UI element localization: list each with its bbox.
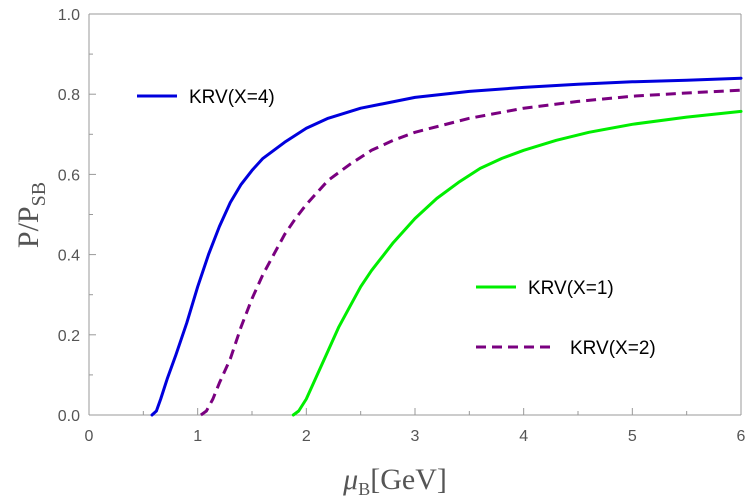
x-axis-unit: [GeV] bbox=[370, 463, 447, 496]
x-tick-label: 5 bbox=[628, 428, 637, 445]
tick-marks bbox=[88, 13, 742, 416]
curve-krv-x1 bbox=[291, 109, 743, 417]
x-tick-label: 6 bbox=[737, 428, 746, 445]
x-axis-symbol: μ bbox=[342, 463, 358, 496]
legend-x4: KRV(X=4) bbox=[137, 87, 275, 108]
y-tick-label: 1.0 bbox=[58, 7, 80, 24]
legend-x1: KRV(X=1) bbox=[476, 278, 614, 299]
legend-x2-label: KRV(X=2) bbox=[570, 338, 656, 359]
y-tick-label: 0.2 bbox=[58, 328, 80, 345]
series-layer bbox=[150, 76, 743, 417]
x-axis-title: μB[GeV] bbox=[342, 463, 447, 499]
y-axis-title: P/PSB bbox=[12, 182, 50, 248]
x-tick-label: 0 bbox=[85, 428, 94, 445]
curve-krv-x4 bbox=[150, 76, 743, 417]
y-tick-label: 0.4 bbox=[58, 248, 80, 265]
y-tick-label: 0.8 bbox=[58, 87, 80, 104]
curve-krv-x2 bbox=[200, 88, 742, 417]
legend-x2: KRV(X=2) bbox=[476, 338, 656, 359]
x-tick-label: 3 bbox=[411, 428, 420, 445]
x-axis-subscript: B bbox=[358, 479, 370, 499]
y-axis-main: P/P bbox=[12, 206, 45, 248]
x-tick-label: 4 bbox=[519, 428, 528, 445]
y-tick-label: 0.0 bbox=[58, 408, 80, 425]
x-tick-label: 1 bbox=[193, 428, 202, 445]
x-tick-label: 2 bbox=[302, 428, 311, 445]
tick-labels: 0 1 2 3 4 5 6 0.0 0.2 0.4 0.6 0.8 1.0 bbox=[58, 7, 746, 445]
legend-x4-label: KRV(X=4) bbox=[189, 87, 275, 108]
y-axis-subscript: SB bbox=[28, 182, 50, 206]
legend-x1-label: KRV(X=1) bbox=[528, 278, 614, 299]
y-tick-label: 0.6 bbox=[58, 167, 80, 184]
